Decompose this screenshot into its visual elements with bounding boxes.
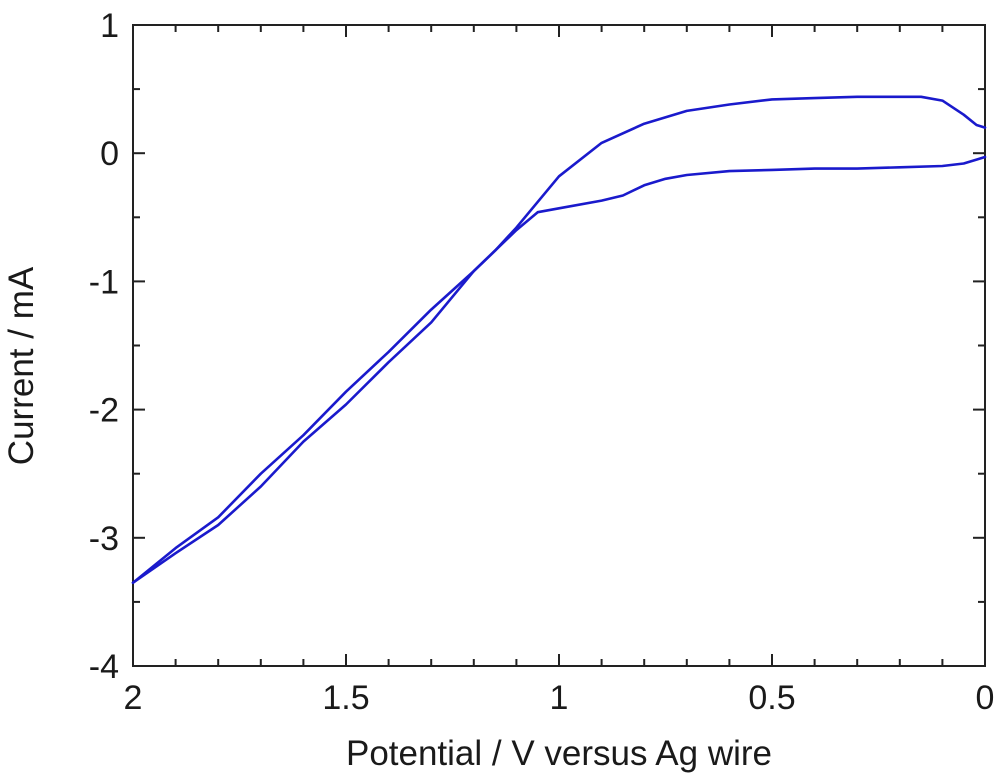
x-tick-label: 0.5 <box>748 679 795 717</box>
y-axis-title: Current / mA <box>2 266 41 465</box>
data-series <box>131 95 987 585</box>
plot-frame <box>132 24 986 667</box>
series-line-upper-branch <box>131 95 987 585</box>
y-tick-label: 0 <box>100 135 119 173</box>
x-tick-label: 2 <box>124 679 143 717</box>
series-line-lower-branch <box>131 155 987 585</box>
x-axis-title: Potential / V versus Ag wire <box>346 734 772 773</box>
y-tick-label: -4 <box>89 648 119 686</box>
x-tick-label: 1 <box>550 679 569 717</box>
tick-labels: 2 1.5 1 0.5 0 1 0 -1 -2 -3 -4 <box>89 7 995 717</box>
y-tick-label: 1 <box>100 7 119 45</box>
axis-ticks <box>132 24 986 667</box>
x-tick-label: 0 <box>976 679 995 717</box>
x-tick-label: 1.5 <box>322 679 369 717</box>
y-tick-label: -1 <box>89 263 119 301</box>
y-tick-label: -3 <box>89 520 119 558</box>
y-tick-label: -2 <box>89 392 119 430</box>
